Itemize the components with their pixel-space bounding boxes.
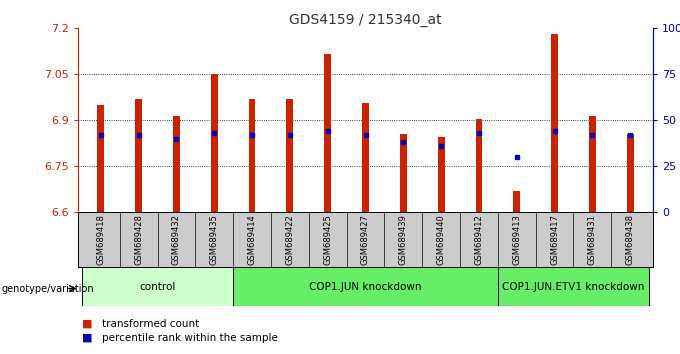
Bar [324,55,331,212]
Text: GSM689413: GSM689413 [512,215,521,265]
Text: GSM689427: GSM689427 [361,215,370,265]
Bar [233,267,498,306]
Text: GSM689412: GSM689412 [475,215,483,265]
Text: GSM689431: GSM689431 [588,215,597,265]
Text: GSM689440: GSM689440 [437,215,445,265]
Bar [97,105,104,212]
Bar [551,34,558,212]
Text: GSM689417: GSM689417 [550,215,559,265]
Text: GSM689418: GSM689418 [97,215,105,265]
Bar [82,267,233,306]
Text: GSM689432: GSM689432 [172,215,181,265]
Bar [362,103,369,212]
Bar [249,99,256,212]
Bar [475,119,482,212]
Text: GSM689425: GSM689425 [323,215,333,265]
Text: GSM689439: GSM689439 [398,215,408,265]
Title: GDS4159 / 215340_at: GDS4159 / 215340_at [289,13,442,27]
Bar [498,267,649,306]
Bar [211,74,218,212]
Text: GSM689438: GSM689438 [626,214,634,266]
Text: ■: ■ [82,319,92,329]
Bar [286,99,293,212]
Bar [135,99,142,212]
Text: GSM689414: GSM689414 [248,215,256,265]
Text: GSM689435: GSM689435 [210,215,219,265]
Text: genotype/variation: genotype/variation [1,284,94,293]
Text: COP1.JUN knockdown: COP1.JUN knockdown [309,282,422,292]
Bar [400,134,407,212]
Bar [173,116,180,212]
Text: GSM689428: GSM689428 [134,215,143,265]
Text: COP1.JUN.ETV1 knockdown: COP1.JUN.ETV1 knockdown [503,282,645,292]
Bar [589,116,596,212]
Bar [627,134,634,212]
Text: control: control [139,282,175,292]
Text: transformed count: transformed count [102,319,199,329]
Text: GSM689422: GSM689422 [286,215,294,265]
Text: percentile rank within the sample: percentile rank within the sample [102,333,278,343]
Text: ■: ■ [82,333,92,343]
Bar [438,137,445,212]
Bar [513,191,520,212]
